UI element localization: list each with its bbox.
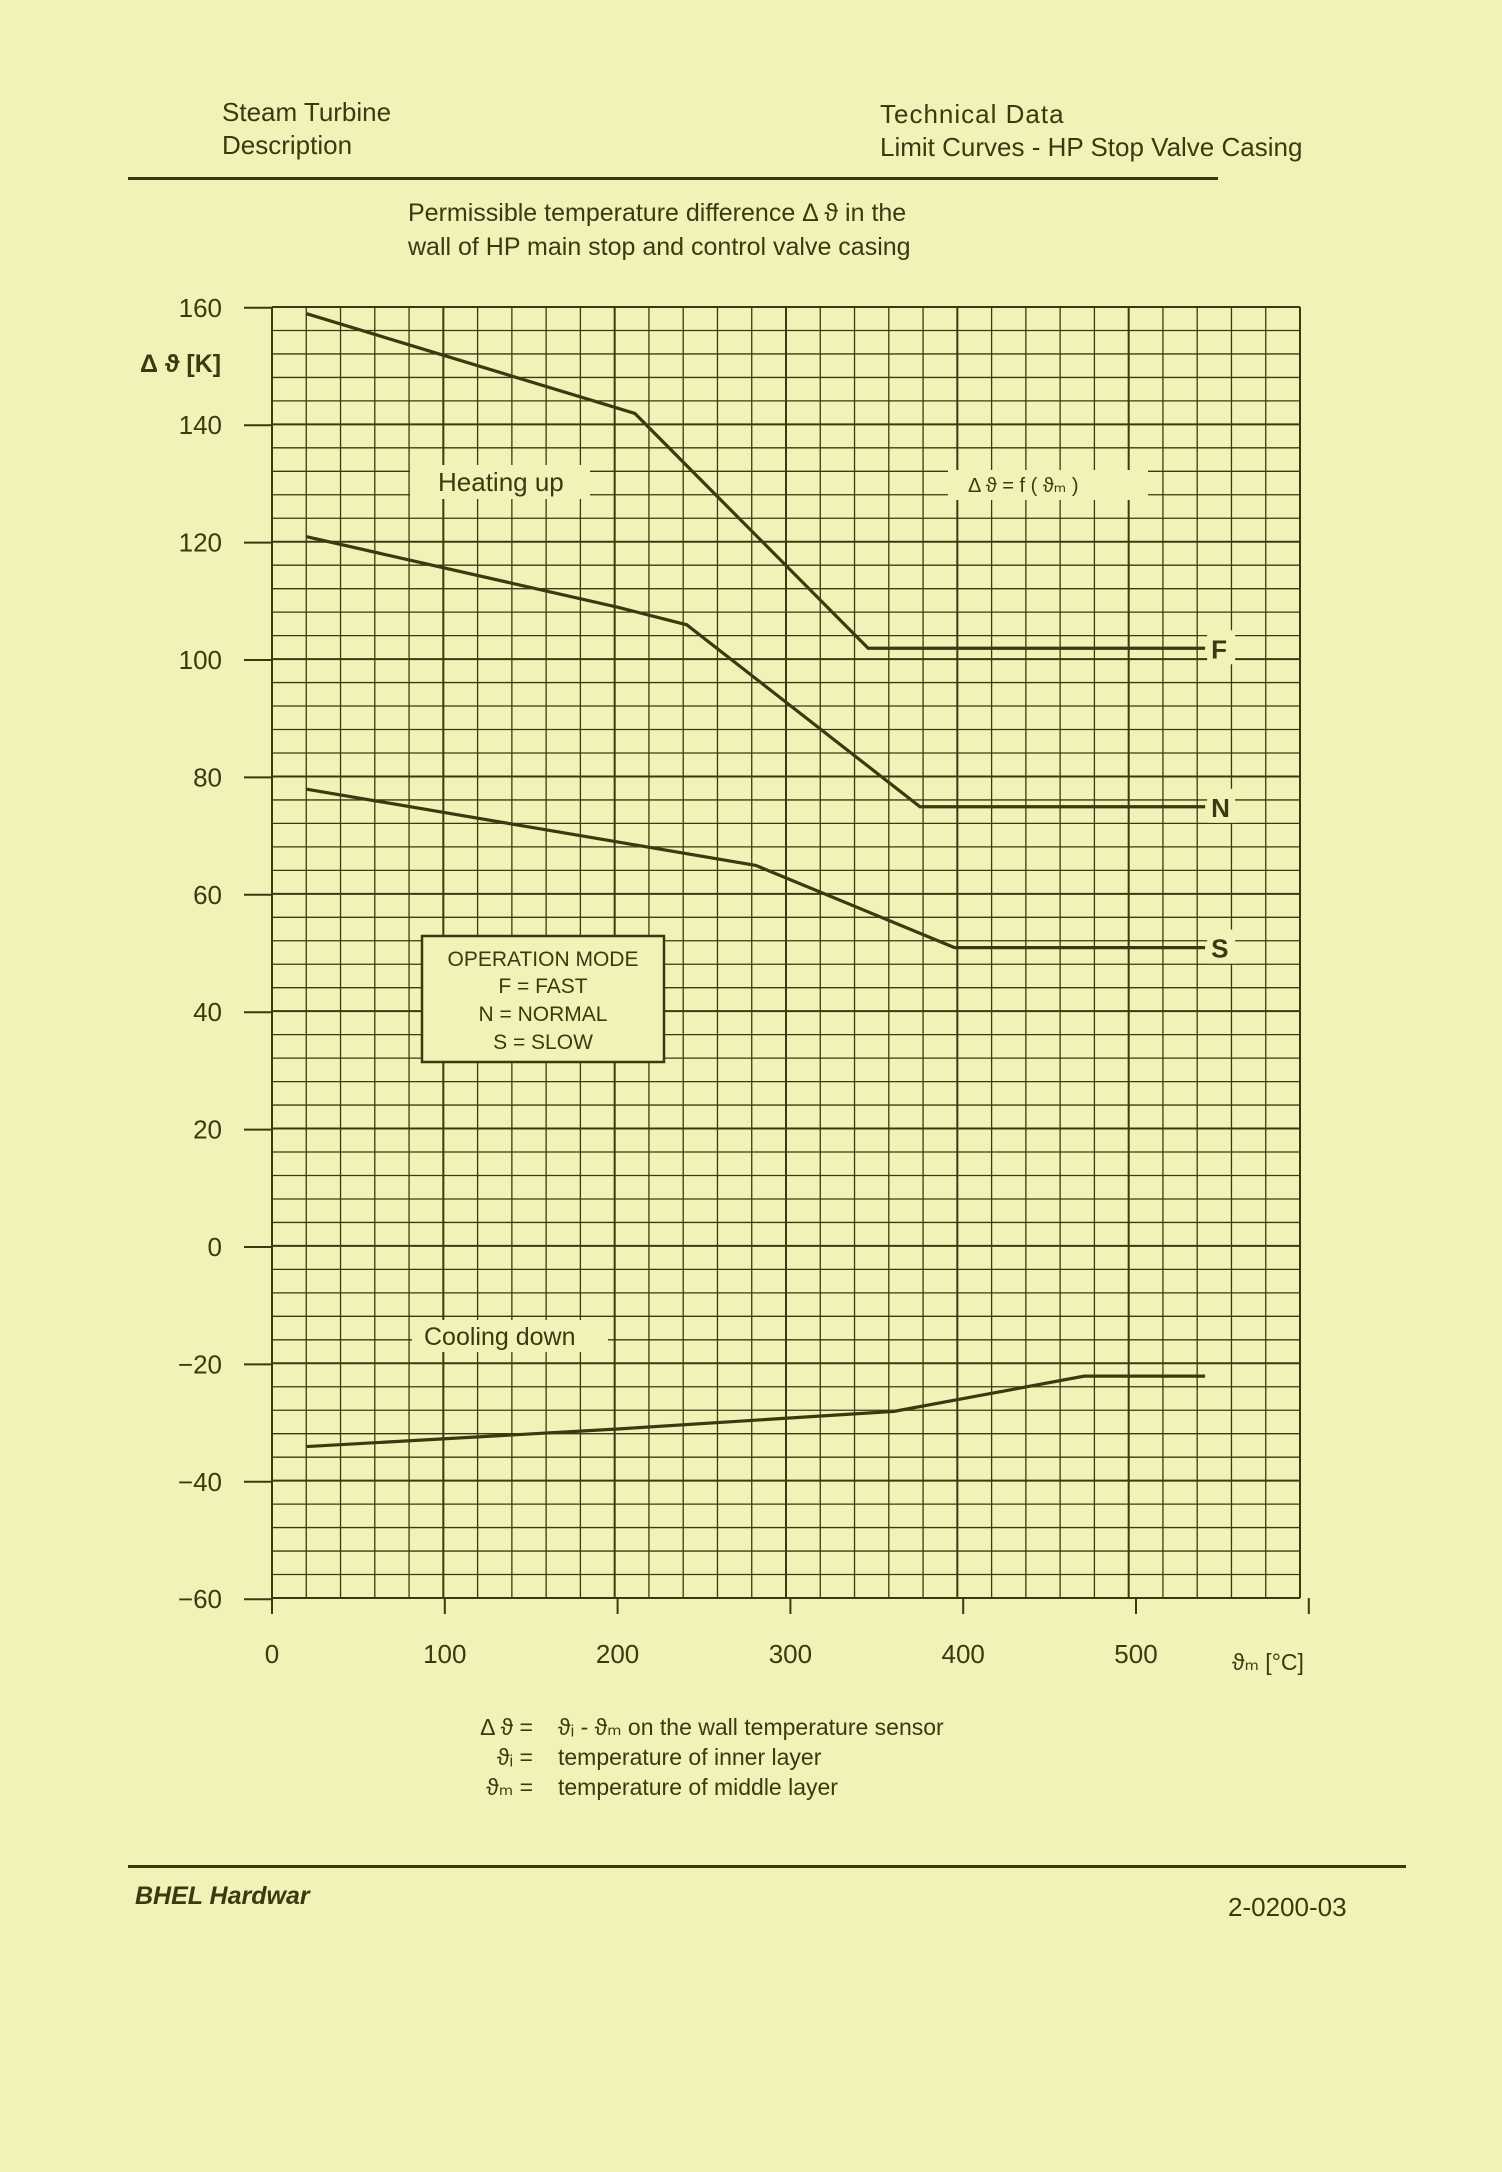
y-tick-label: −60: [178, 1584, 222, 1614]
mode-slow: S = SLOW: [493, 1031, 593, 1054]
y-tick-label: 100: [179, 645, 222, 675]
y-tick-labels: 160 140 120 100 80 60 40 20 0 −20 −40 −60: [178, 293, 222, 1614]
header-right: Technical Data Limit Curves - HP Stop Va…: [880, 98, 1302, 164]
mode-fast: F = FAST: [498, 975, 587, 998]
header-product: Steam Turbine: [222, 97, 392, 127]
x-axis-label: ϑₘ [°C]: [1232, 1649, 1304, 1675]
operation-mode-box: [420, 934, 666, 1064]
definition-text: ϑᵢ - ϑₘ on the wall temperature sensor: [558, 1714, 944, 1740]
y-tick-label: 140: [179, 410, 222, 440]
definition-symbol: ϑᵢ =: [496, 1744, 533, 1770]
definition-row: Δ ϑ = ϑᵢ - ϑₘ on the wall temperature se…: [440, 1712, 944, 1742]
x-tick-label: 300: [769, 1639, 812, 1669]
series-label: F: [1211, 634, 1227, 664]
definition-text: temperature of inner layer: [558, 1744, 822, 1770]
definition-text: temperature of middle layer: [558, 1774, 838, 1800]
y-tick-label: −40: [178, 1467, 222, 1497]
x-tick-label: 400: [942, 1639, 985, 1669]
symbol-definitions: Δ ϑ = ϑᵢ - ϑₘ on the wall temperature se…: [440, 1712, 944, 1802]
x-tick-labels: 0 100 200 300 400 500: [265, 1639, 1158, 1669]
operation-mode-title: OPERATION MODE: [448, 948, 639, 971]
cooling-down-label: Cooling down: [424, 1323, 576, 1351]
header-left: Steam Turbine Description: [222, 96, 391, 162]
x-tick-label: 0: [265, 1639, 279, 1669]
chart-subtitle: wall of HP main stop and control valve c…: [408, 233, 911, 261]
series-line-f: [306, 312, 1206, 650]
header-document-title: Limit Curves - HP Stop Valve Casing: [880, 132, 1303, 162]
y-tick-label: 60: [193, 880, 222, 910]
mode-normal: N = NORMAL: [479, 1003, 608, 1026]
series-label: S: [1211, 934, 1228, 964]
series-line-s: [306, 787, 1206, 950]
cooling-label-bg: [412, 1320, 608, 1352]
footer-divider: [128, 1865, 1406, 1868]
header-category: Technical Data: [880, 99, 1065, 129]
definition-symbol: ϑₘ =: [486, 1774, 533, 1800]
chart-annotations: Heating up Δ ϑ = f ( ϑₘ ) Cooling down O…: [140, 350, 1304, 1675]
function-label: Δ ϑ = f ( ϑₘ ): [968, 475, 1079, 497]
y-tick-label: 20: [193, 1115, 222, 1145]
y-axis-label: Δ ϑ [K]: [140, 350, 221, 378]
y-tick-label: 0: [208, 1232, 222, 1262]
y-tick-label: 40: [193, 997, 222, 1027]
function-label-bg: [948, 470, 1148, 500]
y-tick-label: −20: [178, 1349, 222, 1379]
chart-series: F N S: [306, 312, 1236, 1449]
definition-row: ϑᵢ = temperature of inner layer: [440, 1742, 944, 1772]
x-tick-label: 200: [596, 1639, 639, 1669]
header-section: Description: [222, 130, 353, 160]
y-tick-label: 160: [179, 293, 222, 323]
x-tick-label: 100: [423, 1639, 466, 1669]
heating-label-bg: [410, 465, 590, 499]
footer-company: BHEL Hardwar: [135, 1882, 310, 1910]
series-label-bg: [1207, 929, 1236, 964]
chart-title-block: Permissible temperature difference Δ ϑ i…: [408, 196, 911, 264]
definition-row: ϑₘ = temperature of middle layer: [440, 1772, 944, 1802]
definition-symbol: Δ ϑ =: [480, 1714, 533, 1740]
heating-up-label: Heating up: [438, 467, 564, 497]
x-tick-label: 500: [1114, 1639, 1157, 1669]
series-line-n: [306, 535, 1206, 809]
y-tick-label: 80: [193, 762, 222, 792]
series-line-cooling: [306, 1374, 1206, 1449]
chart-title: Permissible temperature difference Δ ϑ i…: [408, 199, 907, 227]
series-label: N: [1211, 793, 1230, 823]
series-label-bg: [1207, 630, 1236, 665]
series-label-bg: [1207, 788, 1236, 823]
footer-document-number: 2-0200-03: [1228, 1892, 1347, 1922]
y-tick-label: 120: [179, 528, 222, 558]
header-divider: [128, 177, 1218, 180]
